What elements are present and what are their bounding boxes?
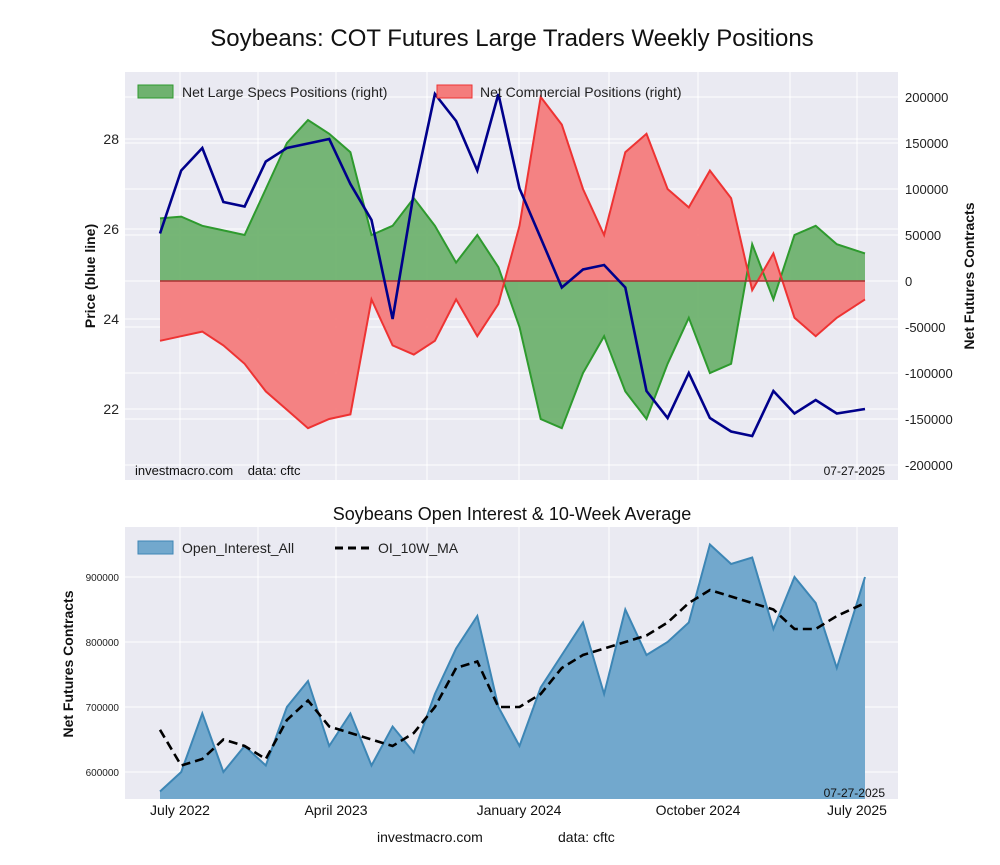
specs-line	[159, 118, 866, 430]
top-y-right-tick: 150000	[905, 136, 948, 151]
top-areas	[160, 97, 865, 429]
bottom-x-tick: January 2024	[477, 802, 562, 818]
legend-swatch-oi	[137, 540, 174, 555]
top-y-right-tick: 200000	[905, 90, 948, 105]
top-y-right-label: Net Futures Contracts	[961, 202, 977, 349]
top-y-left-label: Price (blue line)	[82, 224, 98, 328]
bottom-date-stamp: 07-27-2025	[824, 786, 886, 800]
footer-site: investmacro.com	[377, 829, 483, 845]
bottom-y-tick: 900000	[86, 573, 120, 584]
figure-title: Soybeans: COT Futures Large Traders Week…	[210, 25, 813, 52]
top-y-right-tick: -50000	[905, 320, 945, 335]
top-y-right-tick: 50000	[905, 228, 941, 243]
top-y-right-tick: -200000	[905, 458, 953, 473]
legend-swatch-specs	[137, 84, 174, 99]
bottom-y-tick: 600000	[86, 768, 120, 779]
top-lines	[158, 91, 866, 438]
bottom-x-tick: July 2022	[150, 802, 210, 818]
top-footer-left: investmacro.com data: cftc	[135, 463, 301, 478]
top-y-left-tick: 24	[103, 311, 119, 327]
top-y-right-tick: 100000	[905, 182, 948, 197]
top-y-right-tick: -150000	[905, 412, 953, 427]
top-y-right-tick: 0	[905, 274, 912, 289]
ma-line	[158, 588, 866, 768]
legend-swatch-commercial	[436, 84, 473, 99]
bottom-x-tick: April 2023	[304, 802, 367, 818]
top-legend: Net Large Specs Positions (right) Net Co…	[137, 84, 682, 100]
bottom-legend: Open_Interest_All OI_10W_MA	[137, 540, 459, 556]
oi-line	[159, 542, 866, 793]
bottom-axes: 600000 700000 800000 900000 July 2022 April 2…	[86, 573, 888, 818]
specs-area	[160, 120, 865, 429]
top-footer-right: 07-27-2025	[824, 464, 886, 478]
commercial-line	[159, 94, 866, 430]
legend-label-specs: Net Large Specs Positions (right)	[182, 84, 387, 100]
commercial-area	[160, 97, 865, 429]
top-y-right-tick: -100000	[905, 366, 953, 381]
top-y-left-tick: 26	[103, 221, 119, 237]
bottom-y-label: Net Futures Contracts	[60, 590, 76, 737]
bottom-title: Soybeans Open Interest & 10-Week Average	[333, 504, 692, 524]
bottom-x-tick: July 2025	[827, 802, 887, 818]
price-line	[158, 91, 866, 438]
bottom-y-tick: 800000	[86, 638, 120, 649]
legend-label-commercial: Net Commercial Positions (right)	[480, 84, 682, 100]
bottom-x-tick: October 2024	[656, 802, 741, 818]
top-axes: 22 24 26 28 200000 150000 100000 50000 0 -50000 -1…	[103, 90, 952, 473]
bottom-y-tick: 700000	[86, 703, 120, 714]
bottom-lines	[158, 542, 866, 793]
legend-label-ma: OI_10W_MA	[378, 540, 459, 556]
footer-source: data: cftc	[558, 829, 615, 845]
top-y-left-tick: 28	[103, 131, 119, 147]
top-y-left-tick: 22	[103, 401, 119, 417]
legend-label-oi: Open_Interest_All	[182, 540, 294, 556]
